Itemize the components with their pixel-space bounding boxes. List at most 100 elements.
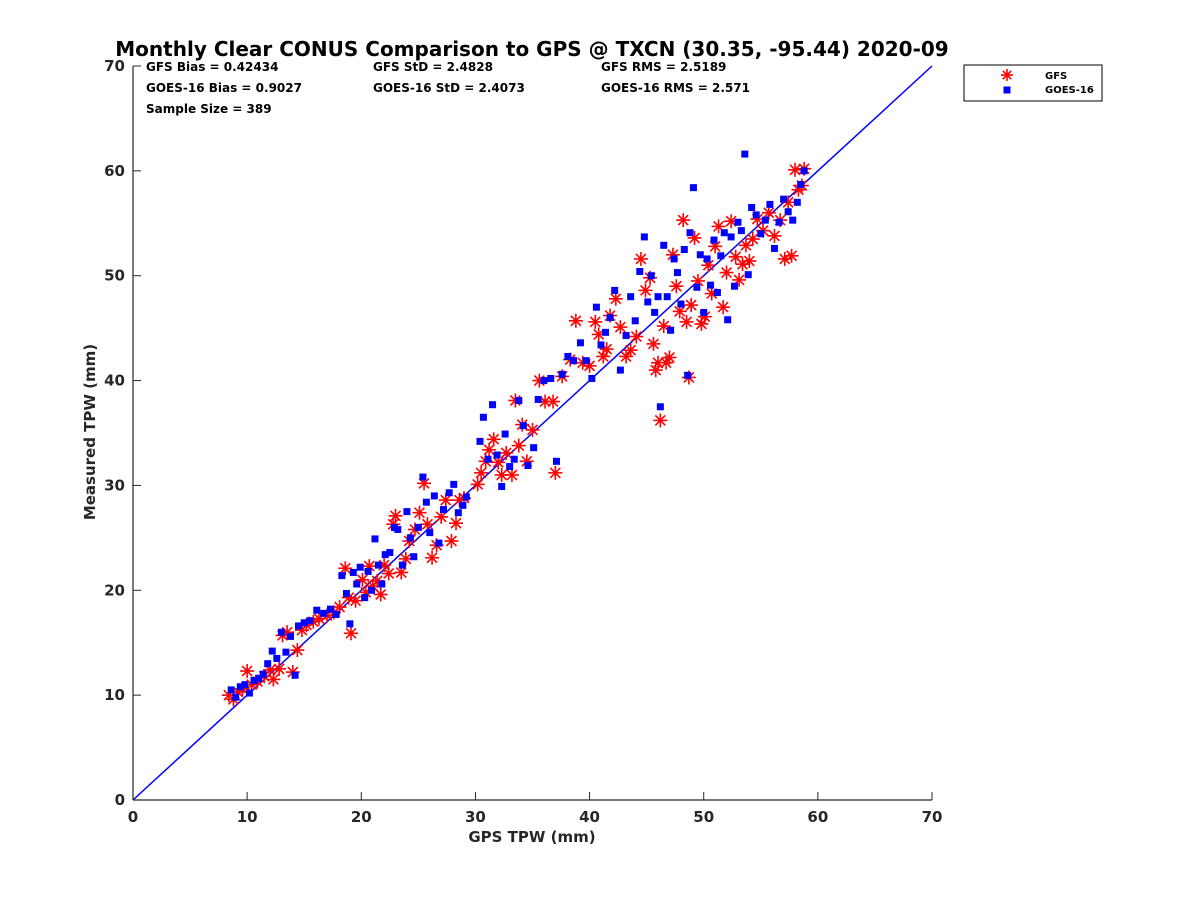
gfs-point — [676, 213, 691, 228]
axes: 0 10 20 30 40 50 60 70 0 10 20 30 40 50 60 70 — [104, 57, 942, 826]
goes16-point — [524, 462, 532, 470]
goes16-point — [264, 660, 272, 668]
gfs-point — [619, 349, 634, 364]
goes16-point — [660, 241, 668, 249]
gfs-point — [613, 320, 628, 335]
gfs-point — [394, 565, 409, 580]
goes16-point — [300, 619, 308, 627]
goes16-point — [693, 283, 701, 291]
goes16-point — [364, 567, 372, 575]
goes16-point — [515, 396, 523, 404]
stat-text: GOES-16 StD = 2.4073 — [373, 81, 525, 95]
goes16-point — [459, 501, 467, 509]
gfs-point — [767, 228, 782, 243]
goes16-point — [422, 498, 430, 506]
goes16-point — [673, 269, 681, 277]
goes16-point — [611, 286, 619, 294]
gfs-point — [373, 587, 388, 602]
chart-title: Monthly Clear CONUS Comparison to GPS @ … — [115, 37, 948, 61]
gfs-point — [240, 664, 255, 679]
gfs-point — [344, 626, 359, 641]
goes16-point — [255, 674, 263, 682]
gfs-point — [662, 350, 677, 365]
goes16-point — [410, 553, 418, 561]
stats-block: GFS Bias = 0.42434 GFS StD = 2.4828 GFS RM… — [146, 60, 750, 116]
goes16-point — [656, 403, 664, 411]
gfs-point — [290, 643, 305, 658]
gfs-point — [608, 291, 623, 306]
goes16-point — [731, 282, 739, 290]
y-tick-label: 10 — [104, 686, 125, 704]
x-tick-label: 40 — [579, 808, 600, 826]
goes16-point — [644, 298, 652, 306]
goes16-point — [326, 605, 334, 613]
goes16-point — [680, 246, 688, 253]
goes16-point — [291, 671, 299, 679]
gfs-point — [338, 561, 353, 576]
goes16-point — [592, 303, 600, 311]
gfs-point — [388, 508, 403, 523]
goes16-point — [501, 430, 509, 438]
goes16-point — [570, 357, 578, 365]
gfs-point — [669, 279, 684, 294]
goes16-point — [741, 150, 749, 158]
y-axis-label: Measured TPW (mm) — [81, 344, 99, 520]
goes16-point — [394, 525, 402, 533]
x-tick-label: 30 — [465, 808, 486, 826]
goes16-point — [346, 620, 354, 628]
goes16-point — [419, 473, 427, 481]
gfs-point — [629, 329, 644, 344]
gfs-point — [719, 265, 734, 280]
goes16-point — [686, 229, 694, 237]
goes16-point — [356, 563, 364, 571]
goes16-point — [558, 370, 566, 378]
goes16-point — [582, 357, 590, 365]
goes16-point — [631, 317, 639, 325]
goes16-point — [450, 480, 458, 488]
goes16-point — [713, 288, 721, 296]
goes16-point — [398, 561, 406, 569]
goes16-point — [670, 255, 678, 263]
gfs-point — [646, 336, 661, 351]
goes16-point — [703, 255, 711, 263]
goes16-point — [445, 489, 453, 497]
y-tick-label: 70 — [104, 57, 125, 75]
goes16-point — [744, 271, 752, 279]
goes16-point — [287, 632, 295, 640]
goes16-point — [606, 314, 614, 322]
y-tick-label: 0 — [115, 791, 125, 809]
goes16-point — [361, 594, 369, 602]
goes16-point — [353, 580, 361, 588]
gfs-point — [355, 572, 370, 587]
goes16-point — [534, 395, 542, 403]
goes16-point — [295, 622, 303, 630]
x-tick-label: 60 — [807, 808, 828, 826]
goes16-point — [622, 331, 630, 339]
gfs-point — [449, 516, 464, 531]
gfs-point — [568, 313, 583, 328]
goes16-point — [519, 422, 527, 430]
gfs-point — [434, 509, 449, 524]
goes16-point — [647, 272, 655, 280]
gfs-point — [656, 319, 671, 334]
goes16-point — [784, 208, 792, 216]
goes16-point — [576, 339, 584, 347]
stat-text: GOES-16 Bias = 0.9027 — [146, 81, 302, 95]
goes16-point — [696, 251, 704, 259]
goes16-point — [564, 352, 572, 360]
goes16-series — [227, 150, 808, 701]
goes16-point — [403, 508, 411, 516]
goes16-point — [349, 568, 357, 576]
goes16-point — [406, 534, 414, 542]
goes16-point — [371, 535, 379, 543]
gfs-point — [272, 661, 287, 676]
goes16-point — [489, 401, 497, 409]
gfs-point — [788, 162, 803, 177]
goes16-point — [342, 589, 350, 597]
goes16-point — [236, 683, 244, 691]
gfs-point — [546, 394, 561, 409]
goes16-point — [306, 617, 314, 625]
gfs-point — [745, 232, 760, 247]
goes16-point — [588, 374, 596, 382]
goes16-point — [510, 455, 518, 463]
